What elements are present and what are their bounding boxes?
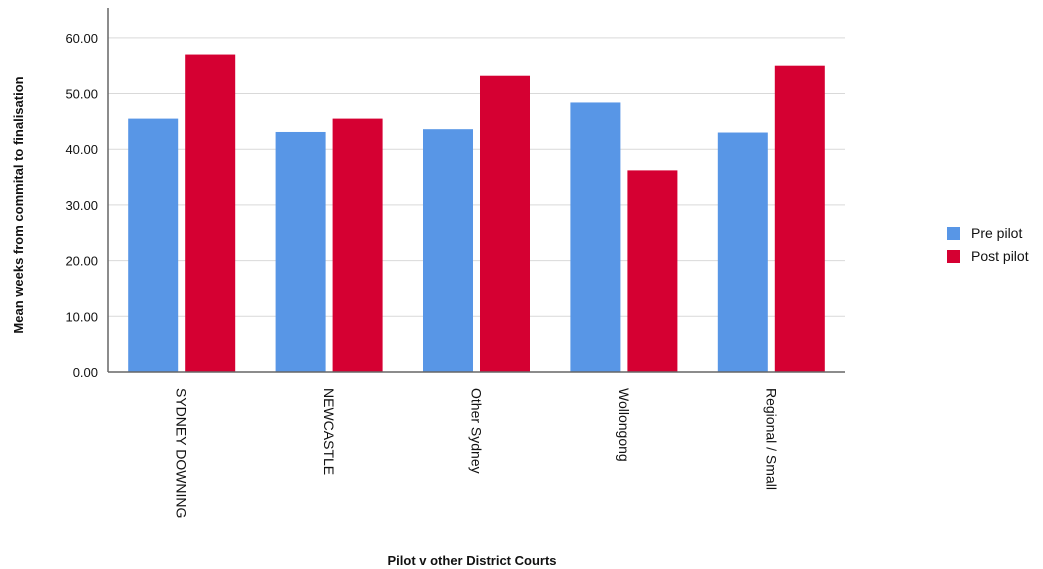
y-tick-label: 10.00: [65, 309, 98, 324]
y-tick-label: 20.00: [65, 254, 98, 269]
bar-pre-pilot: [717, 132, 768, 372]
legend: Pre pilot Post pilot: [947, 225, 1029, 264]
y-tick-label: 0.00: [73, 365, 98, 380]
bar-pre-pilot: [423, 129, 473, 372]
bars: [128, 54, 825, 373]
bar-post-pilot: [774, 65, 825, 372]
bar-post-pilot: [627, 170, 678, 372]
legend-label: Post pilot: [971, 248, 1029, 264]
bar-pre-pilot: [128, 118, 179, 372]
legend-swatch: [947, 250, 960, 263]
y-tick-label: 60.00: [65, 31, 98, 46]
bar-post-pilot: [185, 54, 236, 373]
x-category-label: Other Sydney: [469, 388, 485, 474]
x-category-label: SYDNEY DOWNING: [174, 388, 190, 518]
x-category-label: NEWCASTLE: [321, 388, 337, 475]
bar-post-pilot: [480, 75, 530, 373]
y-axis-title: Mean weeks from commital to finalisation: [11, 76, 26, 333]
x-category-label: Wollongong: [616, 388, 632, 462]
x-category-label: Regional / Small: [763, 388, 779, 490]
bar-pre-pilot: [570, 102, 621, 373]
y-tick-label: 50.00: [65, 87, 98, 102]
x-axis-title: Pilot v other District Courts: [387, 553, 556, 568]
y-axis-ticks: 0.00 10.00 20.00 30.00 40.00 50.00 60.00: [65, 31, 98, 380]
bar-pre-pilot: [275, 131, 326, 372]
bar-post-pilot: [332, 118, 383, 372]
y-tick-label: 30.00: [65, 198, 98, 213]
legend-label: Pre pilot: [971, 225, 1022, 241]
y-tick-label: 40.00: [65, 142, 98, 157]
legend-swatch: [947, 227, 960, 240]
x-axis-categories: SYDNEY DOWNING NEWCASTLE Other Sydney Wollo…: [174, 388, 780, 518]
